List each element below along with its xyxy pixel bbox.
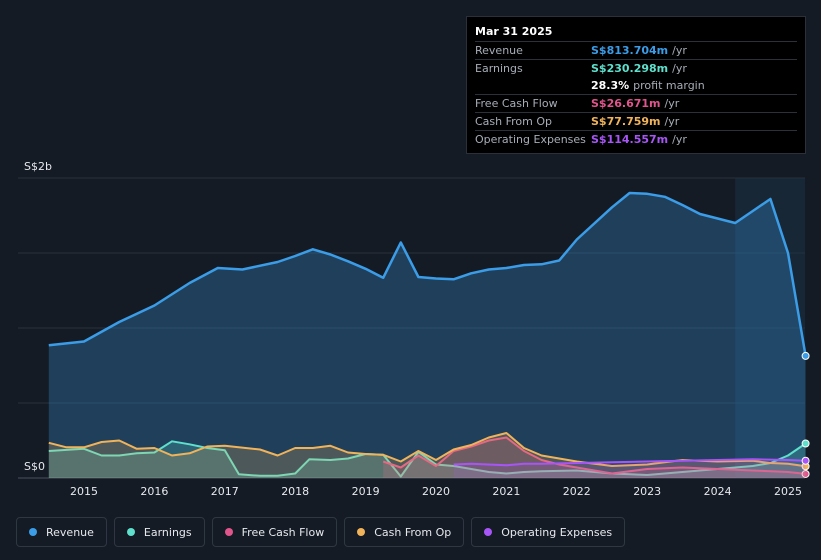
tooltip-row-free-cash-flow: Free Cash Flow S$26.671m /yr (475, 94, 797, 112)
x-tick-label: 2023 (633, 485, 661, 498)
legend-label: Free Cash Flow (241, 525, 325, 539)
tooltip-row-operating-expenses: Operating Expenses S$114.557m /yr (475, 130, 797, 148)
chart-area: S$2b S$0 2015 2016 2017 2018 2019 2020 2021 202… (18, 160, 810, 498)
tooltip-label: Cash From Op (475, 115, 553, 128)
tooltip-label: Free Cash Flow (475, 97, 558, 110)
forecast-shade (735, 178, 805, 478)
revenue-line (48, 191, 807, 357)
legend-item-cash-from-op[interactable]: Cash From Op (344, 517, 465, 547)
tooltip-value: S$77.759m (591, 115, 661, 128)
operating-expenses-line (453, 458, 806, 467)
tooltip-value: S$813.704m (591, 44, 669, 57)
tooltip-row-earnings: Earnings S$230.298m /yr (475, 59, 797, 77)
tooltip-value: S$114.557m (591, 133, 669, 146)
tooltip-label: Revenue (475, 44, 523, 57)
legend-item-revenue[interactable]: Revenue (16, 517, 107, 547)
free-cash-flow-endpoint (801, 469, 810, 478)
tooltip-value: S$26.671m (591, 97, 661, 110)
tooltip-unit: /yr (672, 62, 687, 75)
tooltip-date: Mar 31 2025 (475, 25, 553, 38)
tooltip-row-cash-from-op: Cash From Op S$77.759m /yr (475, 112, 797, 130)
legend-label: Earnings (143, 525, 192, 539)
tooltip-row-revenue: Revenue S$813.704m /yr (475, 41, 797, 59)
legend-dot-icon (29, 528, 37, 536)
legend-dot-icon (224, 528, 233, 536)
legend-dot-icon (484, 528, 493, 536)
x-tick-label: 2021 (492, 485, 520, 498)
gridlines (18, 177, 805, 479)
tooltip-unit: profit margin (633, 79, 705, 92)
free-cash-flow-area (383, 437, 806, 478)
tooltip-value: S$230.298m (591, 62, 669, 75)
x-tick-label: 2020 (422, 485, 450, 498)
legend-label: Revenue (46, 525, 94, 539)
x-tick-label: 2024 (704, 485, 732, 498)
tooltip-unit: /yr (664, 115, 680, 128)
tooltip-panel: Mar 31 2025 Revenue S$813.704m /yr Earni… (466, 16, 806, 154)
earnings-endpoint (801, 439, 810, 448)
tooltip-unit: /yr (672, 133, 687, 146)
tooltip-label: Operating Expenses (475, 133, 586, 146)
legend-item-operating-expenses[interactable]: Operating Expenses (471, 517, 626, 547)
x-tick-label: 2022 (563, 485, 591, 498)
legend-label: Cash From Op (374, 525, 452, 539)
x-tick-label: 2018 (281, 485, 309, 498)
x-tick-label: 2015 (70, 485, 98, 498)
y-tick-label-top: S$2b (24, 160, 52, 173)
y-axis-labels: S$2b S$0 (24, 160, 52, 473)
free-cash-flow-line (382, 436, 806, 475)
operating-expenses-endpoint (801, 456, 810, 465)
legend-dot-icon (126, 528, 135, 536)
series-layer (48, 191, 810, 478)
x-tick-label: 2016 (140, 485, 168, 498)
revenue-area (48, 193, 806, 478)
x-tick-label: 2019 (352, 485, 380, 498)
legend-label: Operating Expenses (501, 525, 613, 539)
legend-dot-icon (357, 528, 366, 536)
tooltip-unit: /yr (664, 97, 680, 110)
x-tick-label: 2017 (211, 485, 239, 498)
x-axis-labels: 2015 2016 2017 2018 2019 2020 2021 2022 2023 2024… (70, 485, 802, 498)
legend: Revenue Earnings Free Cash Flow Cash Fro… (16, 517, 626, 547)
tooltip-label: Earnings (475, 62, 523, 75)
cash-from-op-line (48, 432, 806, 468)
tooltip-row-profit-margin: 28.3% profit margin (475, 77, 797, 94)
tooltip-unit: /yr (672, 44, 687, 57)
legend-item-earnings[interactable]: Earnings (113, 517, 205, 547)
x-tick-label: 2025 (774, 485, 802, 498)
legend-item-free-cash-flow[interactable]: Free Cash Flow (211, 517, 338, 547)
tooltip-value: 28.3% (591, 79, 630, 92)
y-tick-label-bottom: S$0 (24, 460, 45, 473)
revenue-endpoint (801, 351, 810, 360)
